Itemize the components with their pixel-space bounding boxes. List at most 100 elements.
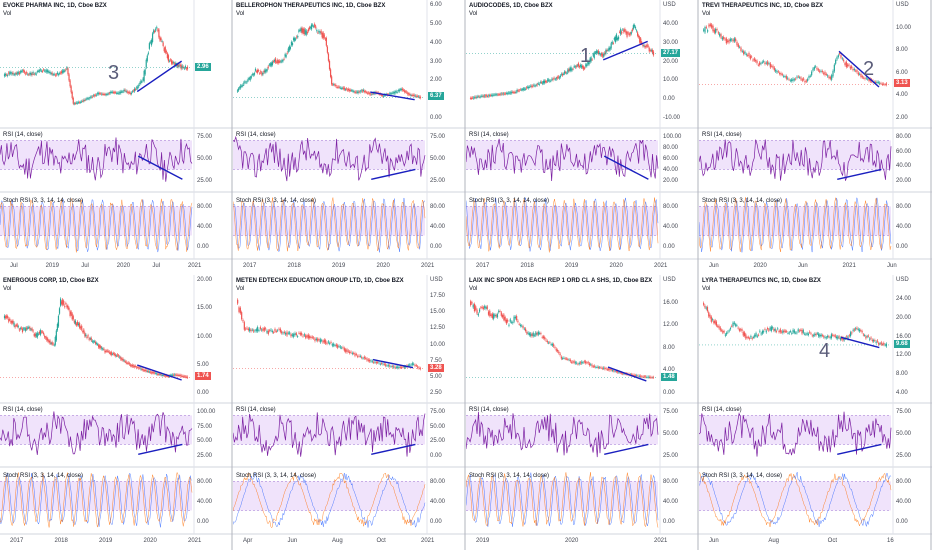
candle-body — [302, 28, 304, 33]
candle-body — [401, 367, 403, 368]
candle-body — [133, 88, 136, 92]
candle-body — [279, 60, 281, 62]
candle-body — [10, 72, 12, 73]
candle-body — [763, 60, 765, 62]
candle-body — [752, 337, 755, 338]
stoch-band — [233, 481, 425, 511]
candle-body — [50, 343, 52, 345]
candle-body — [599, 367, 601, 369]
candle-body — [876, 340, 879, 342]
candle-body — [523, 88, 526, 90]
candle-body — [34, 73, 36, 75]
candle-body — [321, 340, 323, 342]
candle-body — [303, 334, 305, 336]
candle-body — [647, 45, 649, 47]
candle-body — [752, 59, 754, 61]
stoch-tick-label: 0.00 — [430, 244, 442, 250]
candle-body — [81, 325, 83, 330]
candle-body — [310, 336, 312, 339]
x-tick-label: 2020 — [565, 538, 579, 544]
candle-body — [77, 323, 80, 326]
candle-body — [281, 331, 283, 334]
candle-body — [139, 82, 141, 85]
candle-body — [125, 90, 127, 92]
candle-body — [69, 80, 71, 87]
candle-body — [243, 322, 245, 330]
candle-body — [176, 64, 178, 67]
price-trendline — [840, 336, 880, 349]
candle-body — [258, 70, 260, 72]
candle-body — [397, 366, 399, 368]
candle-body — [494, 94, 496, 96]
candle-body — [639, 375, 642, 377]
candle-body — [515, 92, 517, 93]
candle-body — [366, 92, 369, 94]
candle-body — [13, 322, 15, 326]
candle-body — [254, 330, 256, 332]
candle-body — [82, 100, 84, 102]
candle-body — [306, 31, 308, 34]
candle-body — [556, 77, 558, 79]
candle-body — [329, 69, 332, 77]
candle-body — [833, 335, 835, 337]
x-tick-label: Jul — [81, 263, 89, 269]
candle-body — [391, 366, 393, 367]
candle-body — [634, 375, 637, 377]
x-tick-label: Jun — [287, 538, 298, 544]
price-tick-label: 2.00 — [430, 77, 442, 84]
candle-body — [555, 78, 557, 80]
candle-body — [51, 342, 53, 345]
candle-body — [241, 85, 243, 87]
candle-body — [336, 87, 338, 88]
candle-body — [149, 41, 152, 43]
candle-body — [723, 36, 725, 39]
candle-body — [27, 327, 29, 329]
candle-body — [482, 307, 485, 309]
candle-body — [41, 71, 44, 73]
candle-body — [182, 376, 184, 378]
rsi-tick-label: 25.00 — [896, 453, 912, 459]
rsi-trendline — [371, 443, 416, 455]
stoch-k-line — [233, 197, 426, 253]
candle-body — [718, 325, 720, 328]
candle-body — [395, 367, 397, 368]
candle-body — [569, 359, 571, 362]
stoch-tick-label: 40.00 — [663, 224, 679, 230]
candle-body — [372, 93, 374, 95]
candle-body — [510, 321, 513, 323]
candle-body — [826, 335, 829, 338]
candle-body — [796, 76, 798, 78]
candle-body — [386, 365, 388, 367]
candle-body — [633, 25, 636, 27]
stoch-label: Stoch RSI (3, 3, 14, 14, close) — [3, 473, 84, 479]
candle-body — [318, 339, 320, 341]
candle-body — [792, 78, 794, 82]
candle-body — [85, 99, 87, 101]
candle-body — [31, 328, 33, 330]
chart-svg — [466, 0, 699, 275]
candle-body — [250, 76, 252, 78]
candle-body — [773, 328, 775, 331]
candle-body — [519, 324, 522, 326]
candle-body — [130, 365, 133, 367]
candle-body — [44, 335, 46, 338]
candle-body — [828, 336, 830, 338]
chart-panel: LAIX INC SPON ADS EACH REP 1 ORD CL A SH… — [466, 275, 699, 550]
candle-body — [748, 53, 750, 57]
candle-body — [876, 81, 878, 84]
price-tick-label: 4.00 — [896, 390, 908, 396]
candle-body — [375, 362, 377, 364]
candle-body — [588, 363, 591, 366]
candle-body — [586, 64, 588, 67]
price-tick-label: USD — [896, 277, 909, 283]
candle-body — [616, 371, 619, 373]
candle-body — [92, 95, 94, 97]
candle-body — [541, 82, 544, 84]
candle-body — [39, 330, 42, 335]
candle-body — [419, 96, 422, 98]
candle-body — [176, 374, 178, 376]
candle-body — [371, 93, 373, 95]
candle-body — [613, 370, 615, 372]
candle-body — [100, 93, 102, 95]
candle-body — [345, 88, 348, 90]
